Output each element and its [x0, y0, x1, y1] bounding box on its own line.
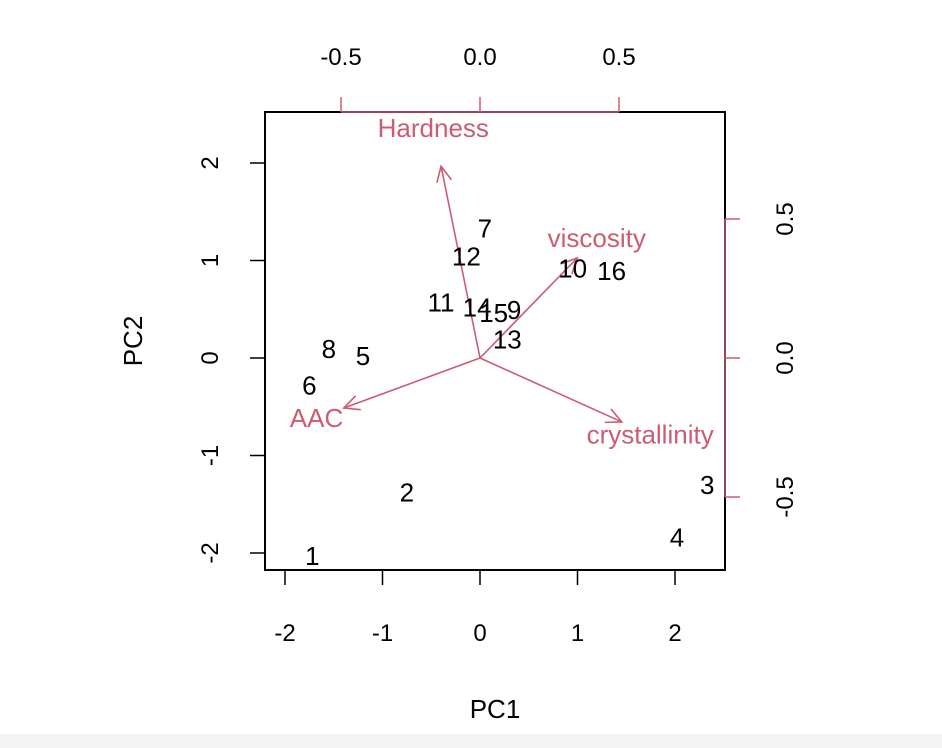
loading-label: Hardness	[378, 113, 489, 143]
y-tick-label: 1	[197, 254, 224, 267]
top-tick-label: 0.0	[463, 44, 496, 71]
loading-label: AAC	[290, 403, 343, 433]
observation-label: 3	[700, 470, 714, 500]
top-tick-label: -0.5	[320, 44, 361, 71]
observation-label: 16	[597, 256, 626, 286]
x-tick-label: -1	[372, 620, 393, 647]
loading-arrow	[343, 357, 481, 409]
observation-label: 4	[670, 522, 684, 552]
right-tick-label: 0.0	[772, 341, 799, 374]
observation-label: 6	[302, 370, 316, 400]
loading-arrow	[479, 357, 623, 423]
y-tick-label: -1	[197, 445, 224, 466]
loading-label: viscosity	[548, 223, 646, 253]
loading-arrowhead	[604, 408, 624, 424]
loading-arrow	[479, 257, 578, 359]
y-axis-label: PC2	[118, 316, 148, 367]
right-tick-label: 0.5	[772, 202, 799, 235]
observation-label: 12	[452, 242, 481, 272]
loading-arrowhead	[342, 395, 361, 411]
y-tick-label: 2	[197, 156, 224, 169]
y-tick-label: -2	[197, 542, 224, 563]
x-tick-label: -2	[274, 620, 295, 647]
observation-label: 7	[478, 213, 492, 243]
observation-label: 14	[463, 292, 492, 322]
loading-arrowhead	[436, 164, 453, 183]
loading-arrow	[440, 166, 481, 359]
x-tick-label: 2	[668, 620, 681, 647]
observation-label: 2	[400, 478, 414, 508]
loadings-layer: Hardness viscosity crystallinity AAC	[290, 113, 714, 450]
x-tick-label: 1	[571, 620, 584, 647]
observation-label: 8	[322, 334, 336, 364]
observation-label: 13	[493, 324, 522, 354]
observation-label: 9	[507, 295, 521, 325]
x-tick-label: 0	[473, 620, 486, 647]
observation-label: 10	[558, 253, 587, 283]
observation-label: 5	[356, 341, 370, 371]
right-tick-label: -0.5	[772, 476, 799, 517]
observation-label: 1	[305, 541, 319, 571]
loading-arrowhead	[561, 256, 579, 275]
loading-label: crystallinity	[587, 420, 714, 450]
observation-label: 15	[479, 298, 508, 328]
top-tick-label: 0.5	[602, 44, 635, 71]
window-bottom-strip	[0, 734, 942, 748]
y-tick-label: 0	[197, 351, 224, 364]
observation-label: 11	[428, 287, 455, 317]
x-axis-label: PC1	[470, 694, 521, 724]
